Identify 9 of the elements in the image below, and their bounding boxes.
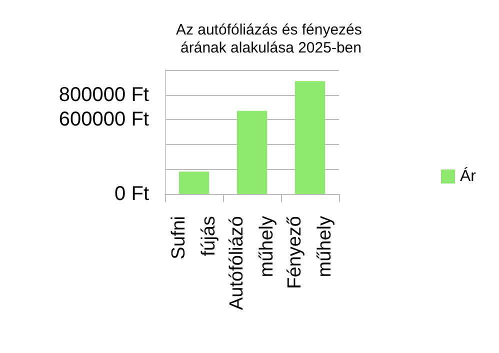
bar xyxy=(294,81,326,194)
y-tick-label: 0 Ft xyxy=(114,183,150,205)
y-tick-label: 800000 Ft xyxy=(58,84,150,106)
chart-title: Az autófóliázás és fényezés árának alakulása 2025-ben xyxy=(176,22,366,56)
bar xyxy=(178,172,210,194)
legend-label: Ár xyxy=(460,167,477,185)
y-tick-label: 600000 Ft xyxy=(58,108,150,131)
bar xyxy=(236,110,268,194)
x-tick-label: Sufni fújás xyxy=(168,216,220,260)
